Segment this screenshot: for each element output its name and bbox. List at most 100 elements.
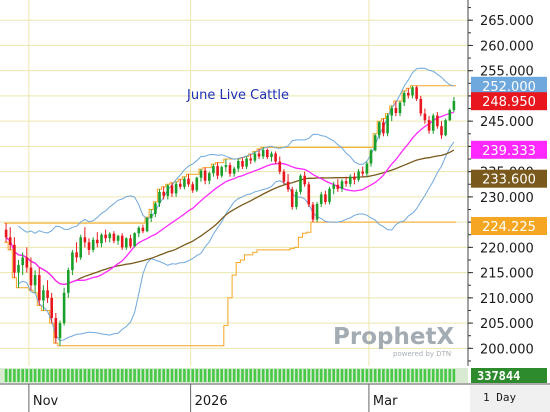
candle-81 <box>340 179 344 192</box>
volume-bar-11 <box>50 369 53 382</box>
ytick-label-260: 260.000 <box>480 39 534 54</box>
candle-31 <box>133 232 136 248</box>
volume-bar-84 <box>353 369 356 382</box>
candle-90 <box>378 121 381 139</box>
volume-bar-9 <box>42 369 45 382</box>
candle-8 <box>38 267 41 306</box>
candle-61 <box>257 148 261 160</box>
volume-bar-55 <box>232 369 236 382</box>
ytick-label-220: 220.000 <box>480 241 534 256</box>
volume-bar-87 <box>365 369 369 382</box>
candle-101 <box>423 108 427 124</box>
price-badge-239.333: 239.333 <box>471 140 547 159</box>
volume-bar-81 <box>340 369 344 382</box>
candle-71 <box>299 174 302 195</box>
candle-42 <box>179 179 182 190</box>
xtick-label-Mar: Mar <box>373 394 398 409</box>
volume-bar-92 <box>386 369 389 382</box>
volume-bar-56 <box>237 369 240 382</box>
candle-65 <box>274 151 277 165</box>
ytick-label-265: 265.000 <box>480 14 534 29</box>
candle-2 <box>13 237 16 278</box>
candle-0 <box>4 223 8 243</box>
bollinger-upper <box>18 67 455 234</box>
candle-78 <box>328 186 331 205</box>
volume-bar-25 <box>108 369 112 382</box>
volume-bar-22 <box>96 369 99 382</box>
volume-bar-82 <box>344 369 348 382</box>
candle-20 <box>87 238 91 255</box>
volume-bar-29 <box>125 369 128 382</box>
candle-66 <box>278 156 282 175</box>
candle-21 <box>91 237 95 253</box>
candle-105 <box>440 121 443 139</box>
volume-bar-69 <box>290 369 294 382</box>
candle-73 <box>307 181 311 207</box>
candle-84 <box>353 172 356 185</box>
donchian-lower <box>4 221 456 347</box>
candle-36 <box>154 201 157 218</box>
bollinger-lower <box>18 141 455 342</box>
volume-bar-60 <box>253 369 257 382</box>
candle-19 <box>83 227 87 248</box>
volume-bar-49 <box>208 369 211 382</box>
volume-bar-6 <box>29 369 33 382</box>
candle-26 <box>112 231 116 244</box>
volume-bar-51 <box>216 369 219 382</box>
candle-10 <box>46 280 49 303</box>
volume-bar-97 <box>407 369 410 382</box>
volume-bar-47 <box>199 369 203 382</box>
candle-104 <box>436 112 439 129</box>
volume-bar-106 <box>444 369 447 382</box>
candle-94 <box>394 100 398 117</box>
volume-bar-70 <box>295 369 298 382</box>
candle-30 <box>129 234 132 249</box>
candle-95 <box>398 100 402 117</box>
volume-bar-28 <box>120 369 124 382</box>
candle-52 <box>220 165 223 178</box>
volume-bar-27 <box>116 369 120 382</box>
xtick-label-Nov: Nov <box>33 394 59 409</box>
candle-11 <box>50 292 53 324</box>
volume-bar-72 <box>303 369 306 382</box>
volume-bar-98 <box>411 369 414 382</box>
volume-bar-75 <box>315 369 319 382</box>
volume-bar-54 <box>228 369 232 382</box>
candle-46 <box>195 176 199 192</box>
volume-bar-30 <box>129 369 132 382</box>
candle-89 <box>373 133 377 152</box>
volume-bar-40 <box>170 369 174 382</box>
volume-strip <box>0 368 550 385</box>
candle-67 <box>282 169 286 185</box>
ytick-label-245: 245.000 <box>480 115 534 130</box>
ytick-label-210: 210.000 <box>480 292 534 307</box>
candle-98 <box>411 85 414 99</box>
volume-bar-107 <box>448 369 452 382</box>
candle-97 <box>407 88 410 99</box>
candle-34 <box>145 217 149 233</box>
volume-bar-44 <box>187 369 190 382</box>
volume-bar-36 <box>154 369 157 382</box>
price-badge-224.225: 224.225 <box>471 217 547 235</box>
chart-title: June Live Cattle <box>186 88 289 103</box>
candle-53 <box>224 159 228 172</box>
volume-bar-76 <box>319 369 323 382</box>
candle-69 <box>290 186 294 210</box>
volume-bar-62 <box>261 369 265 382</box>
volume-bar-64 <box>270 369 273 382</box>
candles <box>4 85 456 346</box>
candle-88 <box>369 148 373 167</box>
x-axis: Nov 2026 Mar <box>28 384 550 412</box>
candle-6 <box>29 257 33 291</box>
volume-bar-16 <box>71 369 74 382</box>
volume-bar-21 <box>91 369 95 382</box>
volume-bar-79 <box>332 369 335 382</box>
candle-96 <box>402 90 406 107</box>
candle-9 <box>42 285 45 311</box>
candle-57 <box>241 157 244 170</box>
xtick-label-2026: 2026 <box>195 394 228 409</box>
volume-badge <box>471 368 547 383</box>
period-label[interactable]: 1 Day <box>483 391 516 404</box>
price-badge-252.000: 252.000 <box>471 76 547 95</box>
candle-14 <box>62 287 66 326</box>
